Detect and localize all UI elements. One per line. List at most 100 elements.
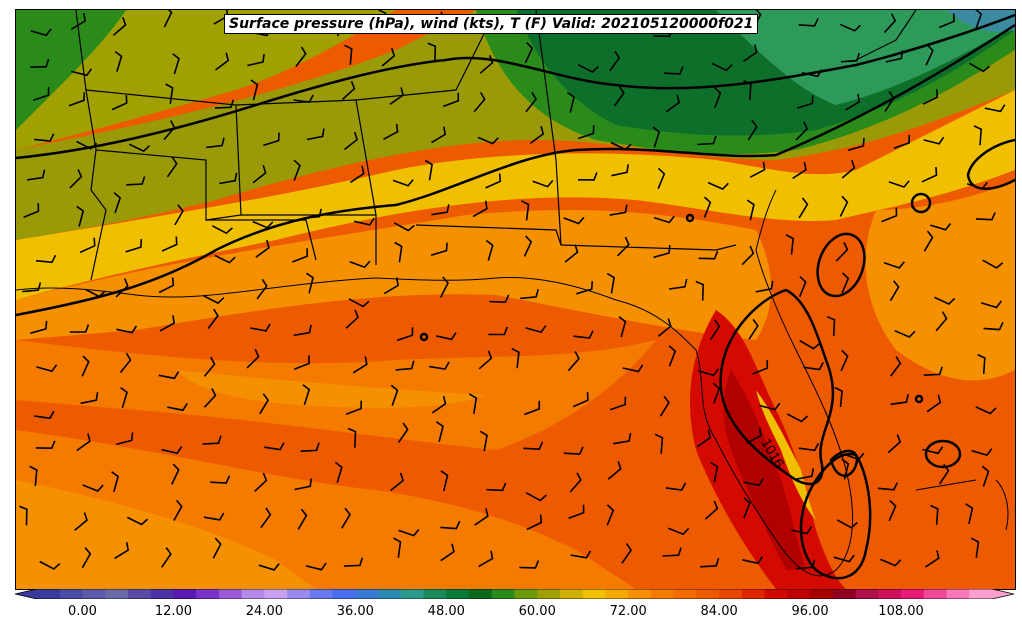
- wind-barb: [697, 368, 720, 377]
- wind-barb: [76, 433, 91, 452]
- colorbar-segment: [559, 589, 584, 599]
- wind-barb: [383, 123, 399, 141]
- colorbar-segment: [105, 589, 129, 599]
- colorbar-segment: [355, 589, 379, 599]
- wind-barb: [653, 244, 671, 259]
- wind-barb: [161, 547, 172, 568]
- wind-barb: [980, 300, 1003, 309]
- wind-barb: [748, 318, 759, 340]
- wind-barb: [970, 537, 980, 558]
- wind-barb: [934, 296, 956, 305]
- wind-barb: [786, 413, 809, 423]
- wind-barb: [79, 237, 96, 254]
- wind-barb: [984, 104, 1006, 113]
- wind-barb: [22, 282, 42, 293]
- wind-barb: [250, 323, 271, 332]
- wind-barb: [577, 172, 598, 181]
- wind-barb: [255, 239, 270, 258]
- wind-barb: [297, 508, 308, 530]
- wind-barb: [521, 200, 530, 221]
- wind-barb: [935, 311, 948, 332]
- colorbar-segment: [605, 589, 629, 599]
- colorbar-segment: [127, 589, 152, 599]
- wind-barb: [973, 125, 983, 146]
- wind-barb: [125, 239, 143, 253]
- wind-barb: [890, 356, 902, 377]
- wind-barb: [111, 95, 128, 111]
- wind-barb: [477, 136, 499, 145]
- wind-barb: [81, 355, 90, 377]
- colorbar-segment: [855, 589, 879, 599]
- wind-barb: [116, 432, 134, 446]
- wind-barb: [743, 44, 758, 62]
- wind-barb: [30, 28, 52, 37]
- wind-barb: [609, 396, 627, 411]
- wind-barb: [202, 435, 222, 445]
- wind-barb: [293, 324, 312, 337]
- temp-band-olive-left: [16, 10, 396, 150]
- wind-barb: [982, 259, 1004, 269]
- wind-barb: [396, 327, 414, 342]
- wind-barb: [163, 10, 173, 28]
- colorbar-tick-label: 36.00: [336, 604, 374, 619]
- colorbar-segment: [400, 589, 425, 599]
- wind-barb: [653, 215, 675, 224]
- wind-barb: [975, 10, 983, 30]
- wind-barb: [468, 393, 478, 415]
- wind-barb: [524, 41, 534, 64]
- temp-band-teal: [946, 10, 1015, 32]
- wind-barb: [203, 512, 225, 521]
- wind-barb: [743, 478, 764, 487]
- wind-barb: [922, 446, 944, 455]
- wind-barb: [668, 278, 688, 290]
- wind-barb: [161, 446, 183, 455]
- wind-barb: [796, 559, 816, 570]
- wind-barb: [923, 136, 945, 145]
- colorbar-segment: [901, 589, 925, 599]
- wind-barb: [295, 46, 307, 67]
- wind-barb: [607, 461, 622, 480]
- colorbar-max-extend: [992, 589, 1014, 599]
- wind-barb: [30, 58, 50, 68]
- wind-barb: [474, 508, 489, 526]
- wind-barb: [19, 505, 28, 526]
- wind-barb: [611, 164, 629, 177]
- wind-barb: [606, 504, 615, 526]
- wind-barb: [173, 499, 183, 521]
- wind-barb: [302, 384, 311, 406]
- wind-barb: [305, 562, 327, 571]
- wind-barb: [439, 276, 449, 298]
- wind-barb: [659, 395, 670, 417]
- wind-barb: [877, 482, 899, 491]
- wind-barb: [668, 345, 677, 367]
- wind-barb: [345, 400, 362, 415]
- wind-barb: [657, 318, 672, 337]
- wind-barb: [166, 156, 178, 178]
- wind-barb: [742, 556, 764, 565]
- wind-barb: [881, 207, 898, 223]
- wind-barb: [479, 55, 494, 74]
- wind-barb: [975, 212, 996, 221]
- wind-barb: [610, 141, 632, 151]
- wind-barb: [392, 179, 414, 187]
- wind-barb: [654, 433, 664, 454]
- temp-band-gulf-light: [176, 370, 486, 408]
- wind-barb: [836, 519, 858, 529]
- wind-barb: [826, 315, 836, 336]
- wind-barb: [69, 169, 83, 189]
- colorbar-segment: [332, 589, 356, 599]
- map-panel[interactable]: 1016: [15, 9, 1016, 590]
- wind-barb: [113, 192, 122, 214]
- colorbar-segment: [446, 589, 470, 599]
- wind-barb: [833, 554, 855, 563]
- wind-barb: [798, 197, 809, 219]
- wind-barb: [214, 99, 235, 109]
- wind-barb: [383, 277, 399, 295]
- wind-barb: [435, 332, 457, 341]
- wind-barb: [511, 347, 520, 369]
- wind-barb: [889, 280, 900, 302]
- wind-barb: [300, 442, 320, 452]
- temp-band-green-nw: [16, 10, 126, 130]
- colorbar-segment: [878, 589, 902, 599]
- wind-barb: [206, 137, 225, 149]
